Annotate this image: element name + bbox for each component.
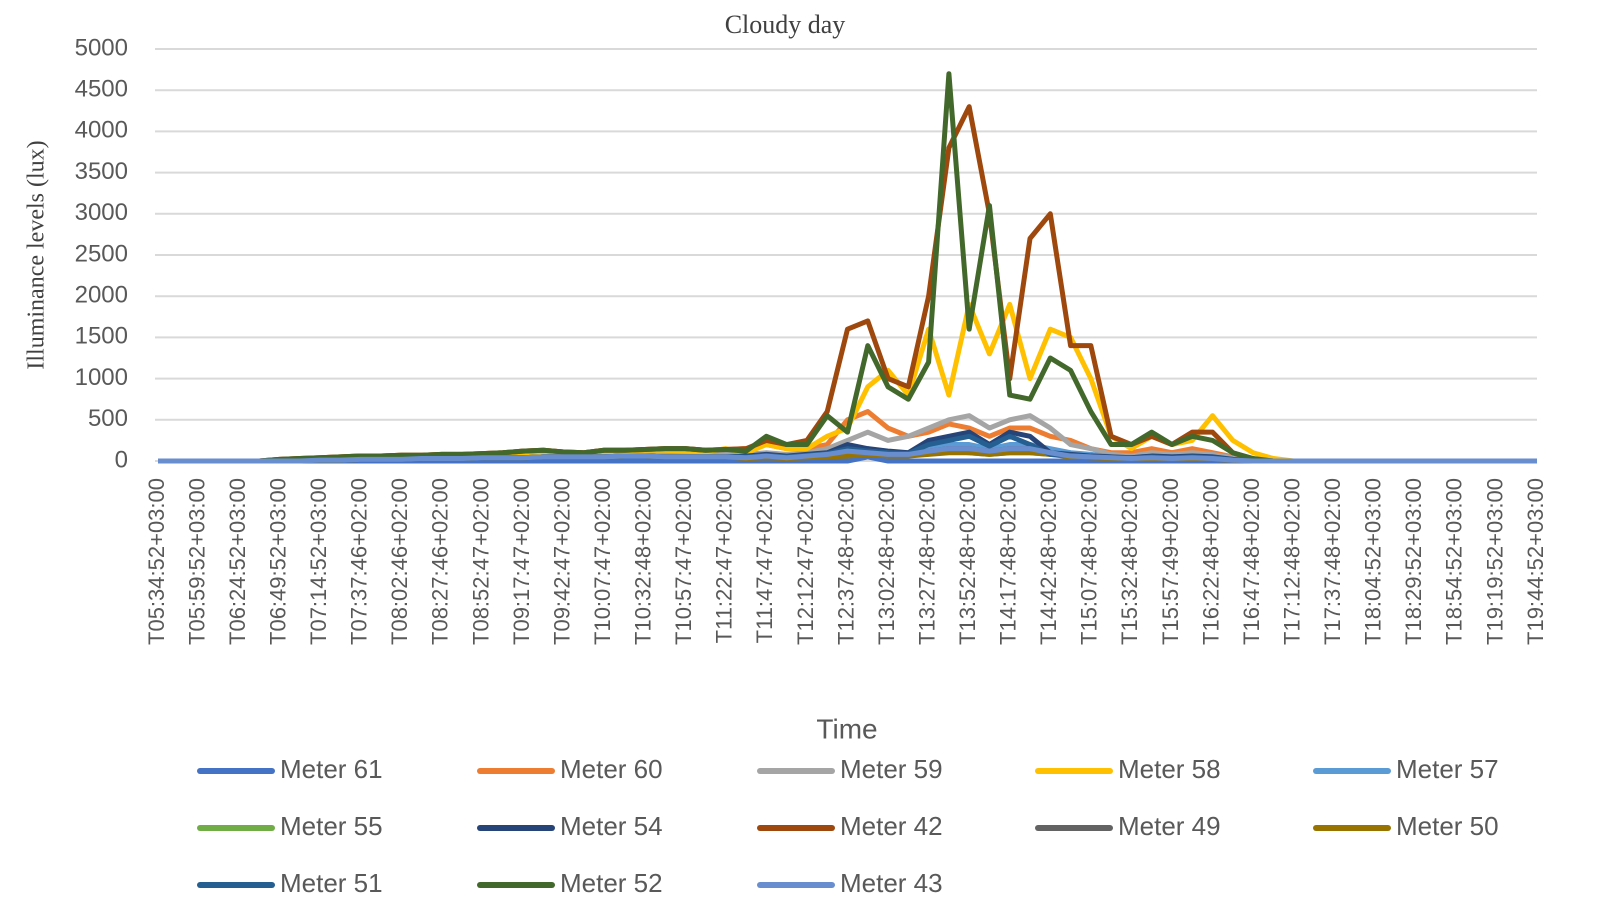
x-tick-label: T08:27:46+02:00 xyxy=(428,478,453,645)
x-tick-label: T05:34:52+03:00 xyxy=(144,478,169,645)
legend-label: Meter 50 xyxy=(1396,811,1499,841)
x-tick-label: T11:47:47+02:00 xyxy=(752,478,777,643)
x-tick-label: T13:52:48+02:00 xyxy=(955,478,980,645)
x-tick-label: T16:47:48+02:00 xyxy=(1239,478,1264,645)
x-tick-label: T19:44:52+03:00 xyxy=(1523,478,1548,645)
y-tick-label: 4500 xyxy=(75,76,128,103)
x-tick-label: T07:14:52+03:00 xyxy=(306,478,331,645)
x-tick-label: T09:42:47+02:00 xyxy=(549,478,574,645)
x-tick-label: T16:22:48+02:00 xyxy=(1198,478,1223,645)
y-tick-label: 3500 xyxy=(75,158,128,185)
legend-label: Meter 60 xyxy=(560,754,663,784)
x-tick-label: T13:02:48+02:00 xyxy=(874,478,899,645)
x-tick-label: T10:57:47+02:00 xyxy=(671,478,696,645)
legend-label: Meter 43 xyxy=(840,868,943,898)
y-tick-label: 1500 xyxy=(75,323,128,350)
y-tick-label: 4000 xyxy=(75,117,128,144)
x-tick-label: T05:59:52+03:00 xyxy=(184,478,209,645)
legend-label: Meter 59 xyxy=(840,754,943,784)
y-tick-label: 500 xyxy=(88,405,128,432)
legend-label: Meter 61 xyxy=(280,754,383,784)
legend-label: Meter 57 xyxy=(1396,754,1499,784)
x-axis-label: Time xyxy=(816,713,877,744)
legend-label: Meter 49 xyxy=(1118,811,1221,841)
y-tick-label: 2000 xyxy=(75,282,128,309)
x-tick-label: T15:57:49+02:00 xyxy=(1158,478,1183,645)
x-tick-label: T12:12:47+02:00 xyxy=(793,478,818,645)
y-tick-label: 1000 xyxy=(75,364,128,391)
x-tick-label: T18:04:52+03:00 xyxy=(1361,478,1386,645)
x-tick-label: T08:52:47+02:00 xyxy=(468,478,493,645)
x-tick-label: T10:32:48+02:00 xyxy=(631,478,656,645)
y-tick-label: 3000 xyxy=(75,199,128,226)
y-axis-label: Illuminance levels (lux) xyxy=(24,140,50,369)
x-tick-label: T13:27:48+02:00 xyxy=(914,478,939,645)
x-tick-label: T12:37:48+02:00 xyxy=(833,478,858,645)
chart-title: Cloudy day xyxy=(725,10,846,39)
legend-label: Meter 54 xyxy=(560,811,663,841)
x-tick-label: T06:49:52+03:00 xyxy=(265,478,290,645)
x-tick-label: T15:32:48+02:00 xyxy=(1117,478,1142,645)
x-tick-label: T17:37:48+02:00 xyxy=(1320,478,1345,645)
x-tick-label: T18:54:52+03:00 xyxy=(1442,478,1467,645)
x-tick-label: T07:37:46+02:00 xyxy=(347,478,372,645)
x-tick-label: T06:24:52+03:00 xyxy=(225,478,250,645)
x-tick-label: T17:12:48+02:00 xyxy=(1279,478,1304,645)
series-line xyxy=(158,104,1537,464)
legend-label: Meter 51 xyxy=(280,868,383,898)
x-tick-label: T19:19:52+03:00 xyxy=(1482,478,1507,645)
y-tick-label: 2500 xyxy=(75,240,128,267)
x-tick-label: T08:02:46+02:00 xyxy=(387,478,412,645)
x-tick-label: T14:17:48+02:00 xyxy=(996,478,1021,645)
legend-label: Meter 42 xyxy=(840,811,943,841)
legend-label: Meter 55 xyxy=(280,811,383,841)
x-tick-label: T18:29:52+03:00 xyxy=(1401,478,1426,645)
legend-label: Meter 58 xyxy=(1118,754,1221,784)
x-tick-label: T14:42:48+02:00 xyxy=(1036,478,1061,645)
x-tick-label: T11:22:47+02:00 xyxy=(712,478,737,643)
x-tick-label: T10:07:47+02:00 xyxy=(590,478,615,645)
y-tick-label: 0 xyxy=(115,446,128,473)
y-tick-label: 5000 xyxy=(75,34,128,61)
x-tick-label: T15:07:48+02:00 xyxy=(1077,478,1102,645)
legend-label: Meter 52 xyxy=(560,868,663,898)
x-tick-label: T09:17:47+02:00 xyxy=(509,478,534,645)
series-line xyxy=(158,446,1537,464)
